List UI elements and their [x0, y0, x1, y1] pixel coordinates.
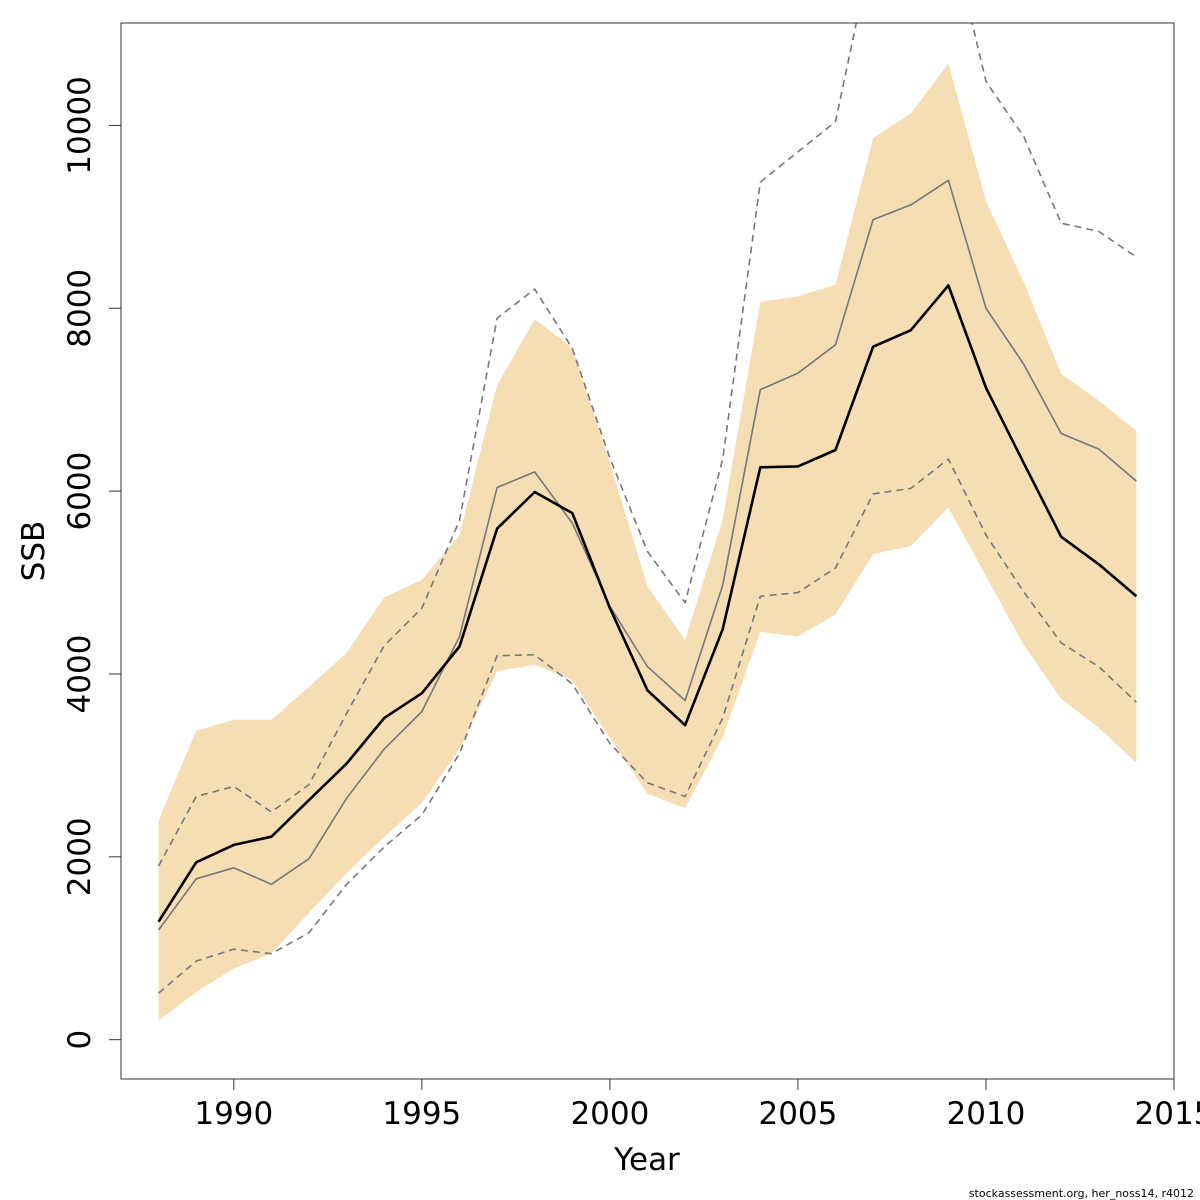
- main-estimate-line: [157, 284, 1138, 923]
- lower-bound-line: [158, 458, 1137, 994]
- x-tick-label: 2005: [758, 1096, 837, 1132]
- y-axis: 0 2000 4000 6000 8000 10000: [62, 76, 122, 1050]
- confidence-band: [158, 63, 1137, 1021]
- x-tick-label: 2010: [947, 1096, 1026, 1132]
- y-tick-label: 0: [62, 1030, 98, 1050]
- y-tick-label: 6000: [62, 452, 98, 531]
- confidence-band-layer: [158, 63, 1137, 1021]
- y-tick-label: 2000: [62, 817, 98, 896]
- y-tick-label: 8000: [62, 269, 98, 348]
- alternative-estimate-line: [157, 179, 1137, 931]
- x-tick-label: 2015: [1135, 1096, 1200, 1132]
- footer-credit: stockassessment.org, her_noss14, r4012: [969, 1187, 1194, 1200]
- y-axis-title: SSB: [16, 521, 52, 582]
- y-tick-label: 4000: [62, 635, 98, 714]
- x-axis-title: Year: [613, 1142, 680, 1178]
- x-tick-label: 2000: [570, 1096, 649, 1132]
- x-tick-label: 1990: [194, 1096, 273, 1132]
- y-tick-label: 10000: [62, 76, 98, 175]
- upper-bound-line: [157, 23, 1137, 867]
- x-axis: 1990 1995 2000 2005 2010 2015: [194, 1078, 1200, 1132]
- series-layer: [157, 23, 1138, 994]
- x-tick-label: 1995: [382, 1096, 461, 1132]
